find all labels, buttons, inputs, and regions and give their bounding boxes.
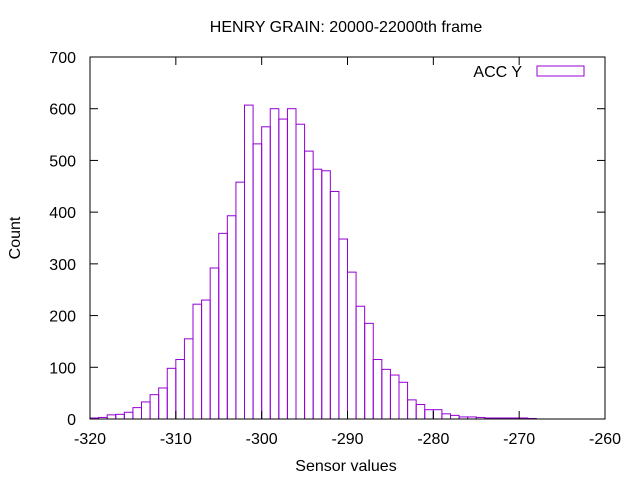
histogram-bar (192, 303, 203, 420)
histogram-bar (329, 190, 340, 420)
y-tick-label: 600 (49, 102, 76, 119)
histogram-bar (364, 322, 374, 420)
x-axis-label: Sensor values (295, 458, 396, 475)
histogram-bar (381, 368, 391, 420)
histogram-bar (252, 143, 263, 420)
ticks-group: -320 -310 -300 -290 -280 -270 -260 0 100 200 300 40… (49, 50, 621, 448)
histogram-bar (132, 407, 142, 420)
histogram-bar (141, 401, 151, 420)
legend: ACC Y (473, 64, 585, 81)
histogram-bar (321, 170, 331, 420)
x-tick-label: -270 (503, 431, 535, 448)
histogram-bar (415, 404, 426, 420)
y-tick-label: 100 (49, 360, 76, 377)
histogram-bar (123, 411, 134, 420)
histogram-bar (226, 215, 237, 420)
histogram-bar (424, 409, 434, 420)
histogram-bar (158, 387, 168, 420)
x-tick-label: -320 (74, 431, 106, 448)
histogram-bar (372, 359, 383, 420)
y-tick-label: 300 (49, 257, 76, 274)
histogram-bar (149, 394, 160, 420)
y-tick-label: 500 (49, 153, 76, 170)
y-axis-label: Count (7, 216, 24, 259)
histogram-bar (441, 413, 452, 420)
histogram-bar (278, 118, 288, 420)
x-tick-label: -300 (246, 431, 278, 448)
bars-group (89, 104, 537, 420)
histogram-bar (244, 104, 254, 420)
plot-frame (89, 56, 606, 420)
histogram-bar (166, 367, 177, 420)
histogram-bar (432, 409, 443, 420)
histogram-bar (312, 168, 323, 420)
x-tick-label: -260 (589, 431, 621, 448)
histogram-bar (338, 238, 349, 420)
legend-swatch (536, 65, 585, 77)
histogram-bar (407, 399, 417, 420)
x-tick-label: -310 (160, 431, 192, 448)
histogram-bar (304, 150, 314, 420)
histogram-bar (286, 108, 297, 420)
histogram-bar (115, 413, 125, 420)
histogram-bar (209, 267, 220, 420)
y-tick-label: 0 (67, 412, 76, 429)
histogram-bar (355, 305, 366, 420)
x-tick-label: -280 (417, 431, 449, 448)
histogram-bar (389, 374, 400, 420)
histogram-bar (201, 299, 211, 420)
histogram-bar (347, 271, 357, 420)
histogram-bar (295, 123, 306, 420)
histogram-bar (183, 338, 194, 420)
histogram-bar (261, 126, 271, 420)
legend-label: ACC Y (473, 64, 522, 81)
y-tick-label: 200 (49, 309, 76, 326)
histogram-bar (398, 381, 409, 420)
histogram-bar (235, 181, 245, 420)
histogram-bar (106, 414, 117, 420)
histogram-bar (175, 359, 185, 420)
histogram-bar (450, 414, 460, 420)
y-tick-label: 400 (49, 205, 76, 222)
x-tick-label: -290 (331, 431, 363, 448)
histogram-bar (269, 108, 280, 420)
chart-title: HENRY GRAIN: 20000-22000th frame (210, 19, 483, 36)
histogram-bar (218, 232, 228, 420)
y-tick-label: 700 (49, 50, 76, 67)
